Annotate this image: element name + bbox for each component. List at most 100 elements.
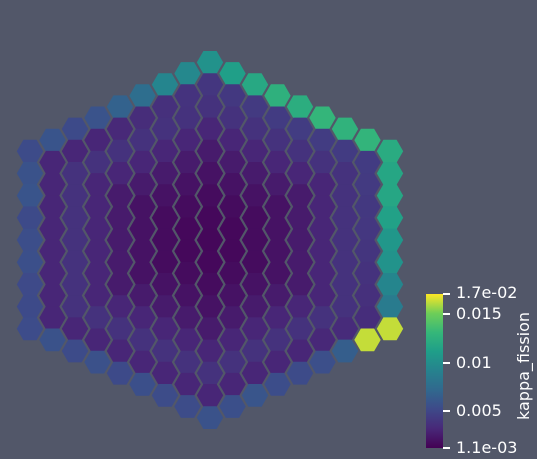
assembly-hex-cell <box>264 373 290 396</box>
assembly-hex-cell <box>152 73 178 96</box>
assembly-hex-cell <box>287 162 313 185</box>
assembly-hex-cell <box>332 251 358 274</box>
assembly-hex-cell <box>309 240 335 263</box>
assembly-hex-cell <box>219 151 245 174</box>
assembly-hex-cell <box>219 195 245 218</box>
assembly-hex-cell <box>354 151 380 174</box>
assembly-hex-cell <box>332 118 358 141</box>
assembly-hex-cell <box>17 251 43 274</box>
assembly-hex-cell <box>377 229 403 252</box>
assembly-hex-cell <box>17 140 43 163</box>
assembly-hex-cell <box>84 107 110 130</box>
colorbar-tick-label-max: 1.7e-02 <box>456 285 517 301</box>
assembly-hex-cell <box>332 206 358 229</box>
assembly-hex-cell <box>309 173 335 196</box>
assembly-hex-cell <box>152 362 178 385</box>
assembly-hex-cell <box>264 84 290 107</box>
assembly-hex-cell <box>84 329 110 352</box>
assembly-hex-cell <box>242 362 268 385</box>
assembly-hex-cell <box>264 284 290 307</box>
assembly-hex-cell <box>84 351 110 374</box>
assembly-hex-cell <box>377 317 403 340</box>
assembly-hex-cell <box>174 84 200 107</box>
assembly-hex-cell <box>129 107 155 130</box>
assembly-hex-cell <box>287 251 313 274</box>
assembly-hex-cell <box>152 118 178 141</box>
assembly-hex-cell <box>39 129 65 152</box>
assembly-hex-cell <box>332 162 358 185</box>
assembly-hex-cell <box>332 317 358 340</box>
assembly-hex-cell <box>219 62 245 85</box>
assembly-hex-cell <box>39 151 65 174</box>
assembly-hex-cell <box>17 295 43 318</box>
assembly-hex-cell <box>84 151 110 174</box>
assembly-hex-cell <box>62 206 88 229</box>
assembly-hex-cell <box>84 262 110 285</box>
assembly-hex-cell <box>264 129 290 152</box>
assembly-hex-cell <box>264 151 290 174</box>
assembly-hex-cell <box>309 151 335 174</box>
assembly-hex-cell <box>197 184 223 207</box>
assembly-hex-cell <box>242 229 268 252</box>
assembly-hex-cell <box>107 317 133 340</box>
assembly-hex-cell <box>242 206 268 229</box>
assembly-hex-cell <box>62 229 88 252</box>
assembly-hex-cell <box>174 173 200 196</box>
assembly-hex-cell <box>219 107 245 130</box>
assembly-hex-cell <box>242 184 268 207</box>
assembly-hex-cell <box>354 129 380 152</box>
assembly-hex-cell <box>287 140 313 163</box>
assembly-hex-cell <box>129 262 155 285</box>
assembly-hex-cell <box>129 373 155 396</box>
assembly-hex-cell <box>287 229 313 252</box>
assembly-hex-cell <box>197 229 223 252</box>
assembly-hex-cell <box>197 251 223 274</box>
assembly-hex-cell <box>287 184 313 207</box>
assembly-hex-cell <box>129 195 155 218</box>
assembly-hex-cell <box>107 229 133 252</box>
assembly-hex-cell <box>152 229 178 252</box>
assembly-hex-cell <box>152 206 178 229</box>
assembly-hex-cell <box>39 329 65 352</box>
assembly-hex-cell <box>242 340 268 363</box>
assembly-hex-cell <box>152 384 178 407</box>
assembly-hex-cell <box>174 218 200 241</box>
assembly-hex-cell <box>377 162 403 185</box>
assembly-hex-cell <box>219 373 245 396</box>
assembly-hex-cell <box>242 251 268 274</box>
assembly-hex-cell <box>197 406 223 429</box>
assembly-hex-cell <box>197 317 223 340</box>
assembly-hex-cell <box>39 284 65 307</box>
assembly-hex-cell <box>62 251 88 274</box>
assembly-hex-cell <box>354 306 380 329</box>
colorbar-tick-mark <box>443 362 450 364</box>
assembly-hex-cell <box>17 206 43 229</box>
assembly-hex-cell <box>39 306 65 329</box>
assembly-hex-cell <box>197 295 223 318</box>
assembly-hex-cell <box>287 317 313 340</box>
assembly-hex-cell <box>219 329 245 352</box>
assembly-hex-cell <box>152 295 178 318</box>
colorbar-tick-mark <box>443 447 450 449</box>
assembly-hex-cell <box>174 262 200 285</box>
assembly-hex-cell <box>264 218 290 241</box>
assembly-hex-cell <box>152 95 178 118</box>
assembly-hex-cell <box>309 195 335 218</box>
assembly-hex-cell <box>107 273 133 296</box>
colorbar-tick-label: 0.015 <box>456 306 502 322</box>
assembly-hex-cell <box>197 95 223 118</box>
assembly-hex-cell <box>287 206 313 229</box>
assembly-hex-cell <box>39 173 65 196</box>
assembly-hex-cell <box>242 273 268 296</box>
assembly-hex-cell <box>354 262 380 285</box>
assembly-hex-cell <box>332 340 358 363</box>
assembly-hex-cell <box>309 329 335 352</box>
assembly-hex-cell <box>129 151 155 174</box>
assembly-hex-cell <box>377 273 403 296</box>
assembly-hex-cell <box>107 184 133 207</box>
assembly-hex-cell <box>174 373 200 396</box>
assembly-hex-cell <box>174 284 200 307</box>
assembly-hex-cell <box>219 129 245 152</box>
assembly-hex-cell <box>219 240 245 263</box>
